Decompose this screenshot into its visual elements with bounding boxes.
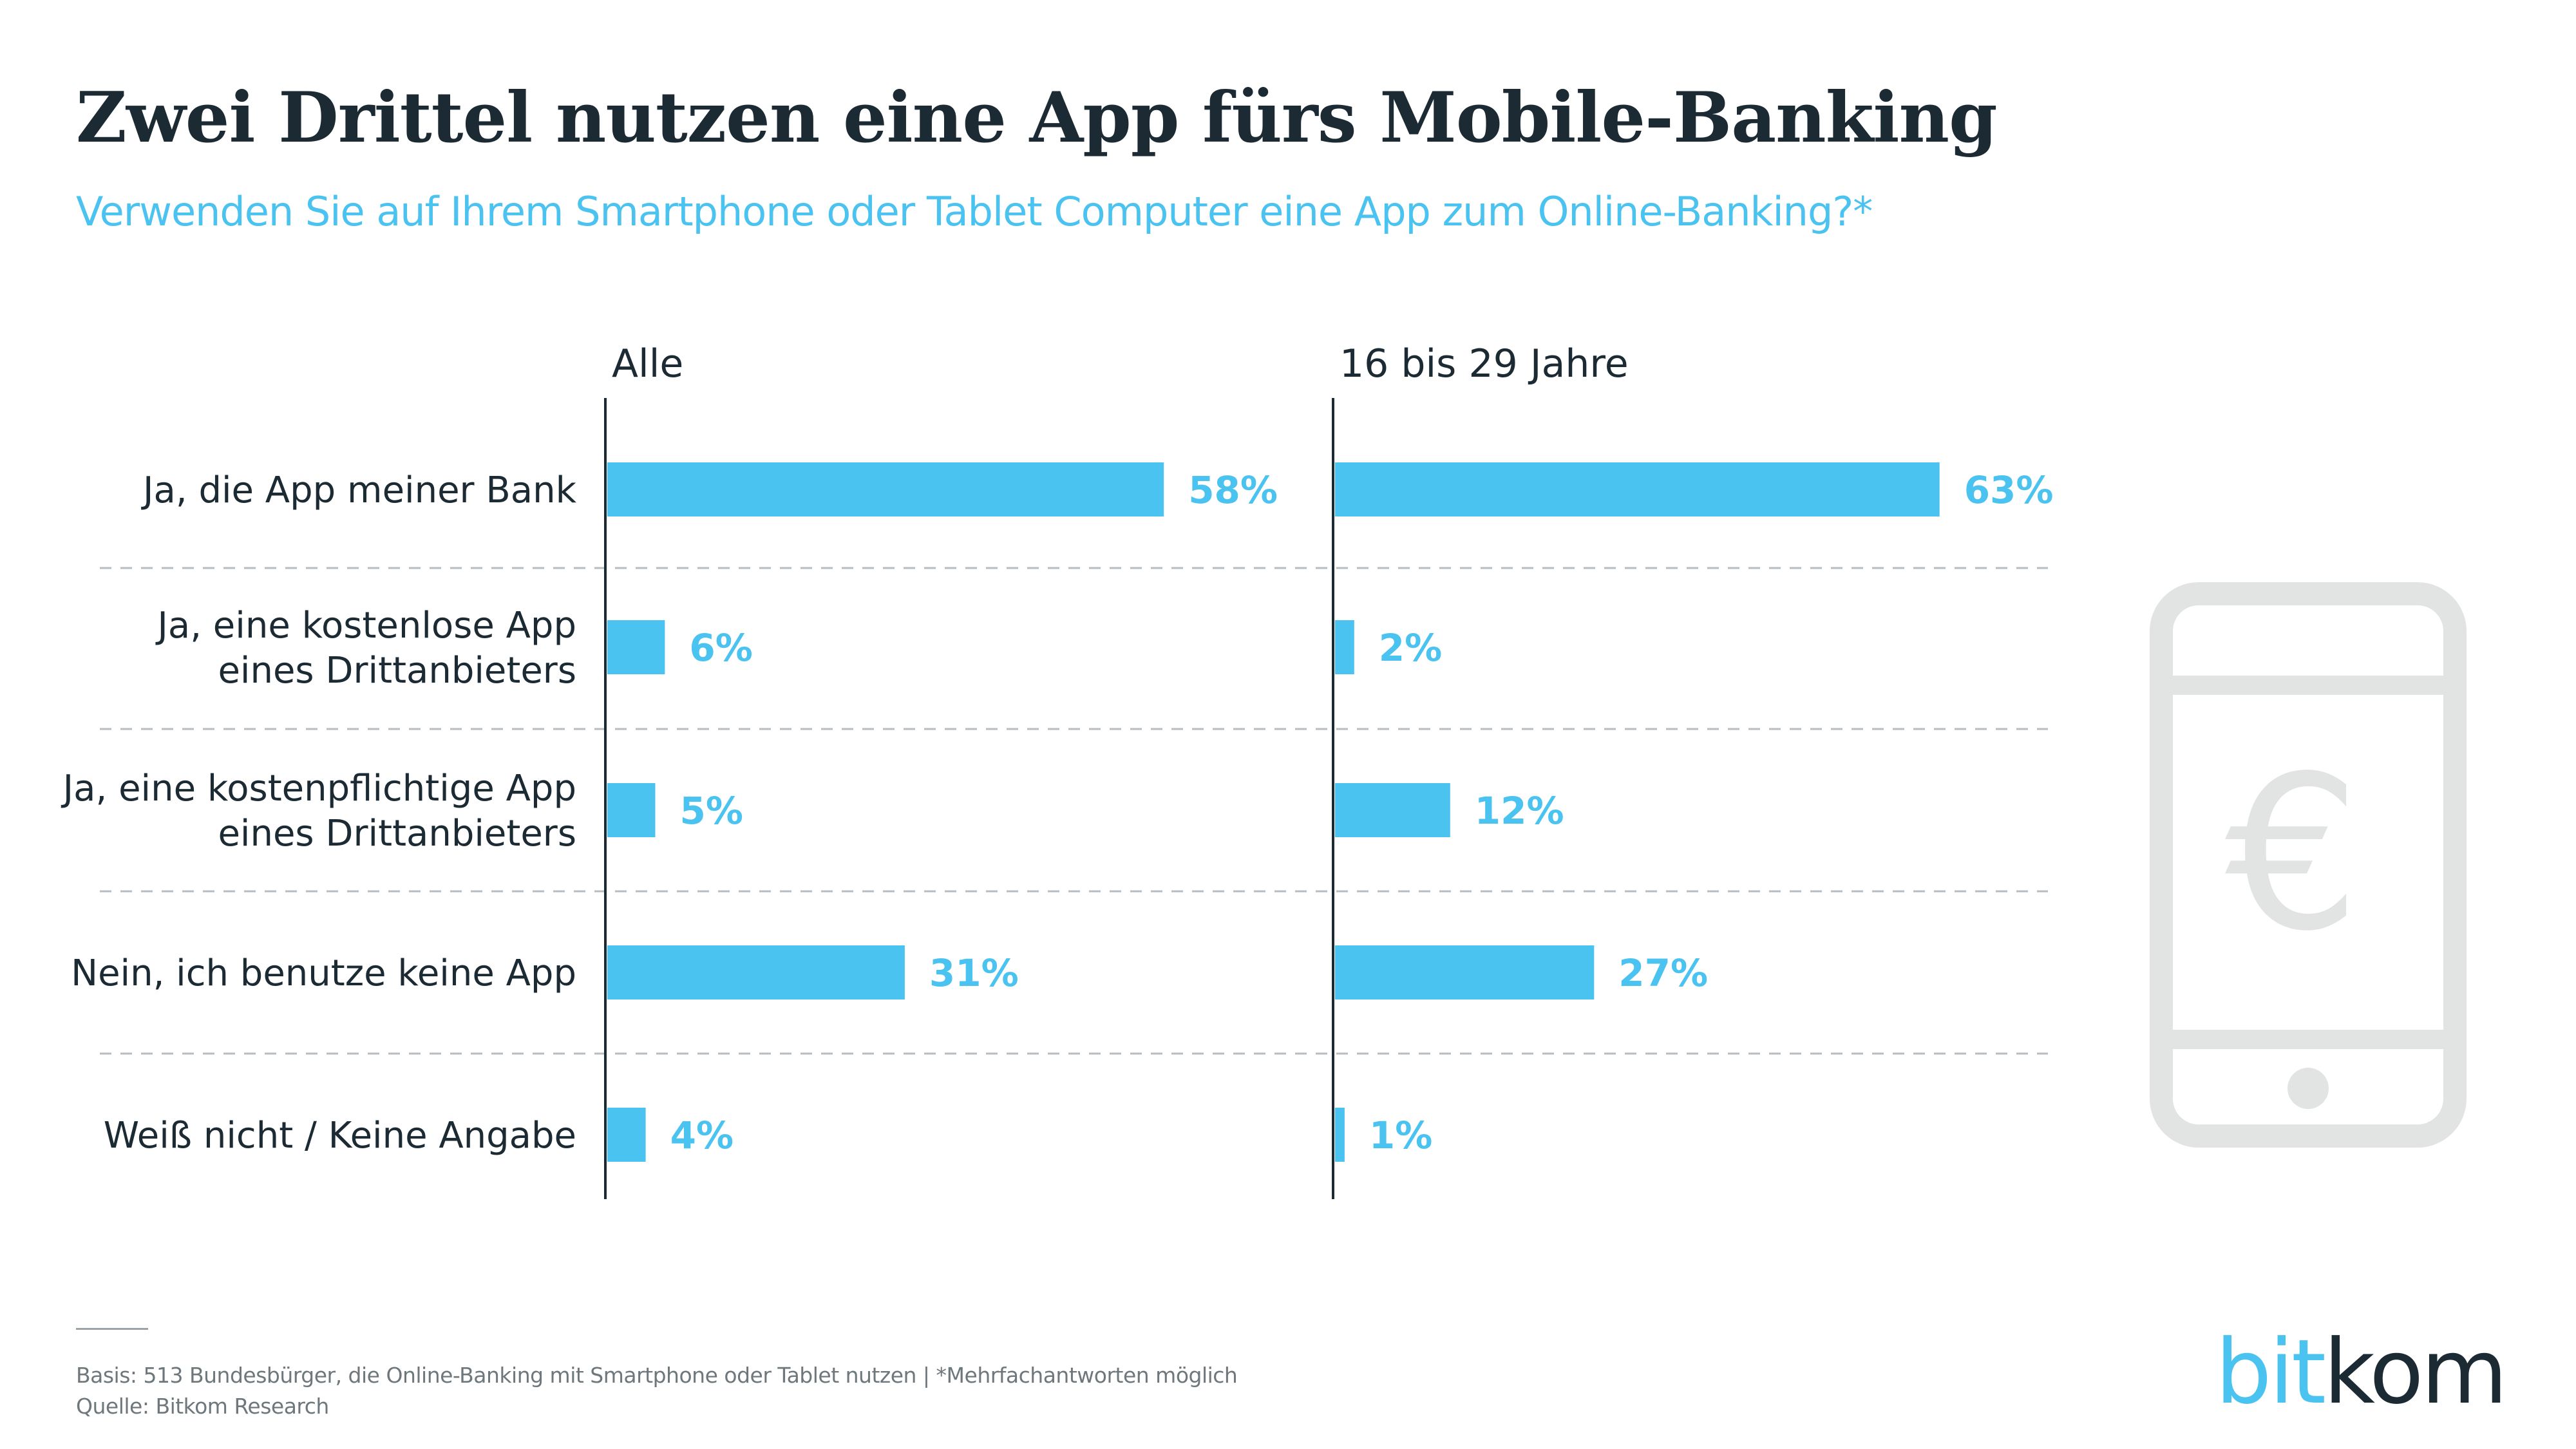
series-header-1: Alle bbox=[612, 341, 683, 386]
data-label-2-3: 12% bbox=[1475, 789, 1564, 833]
bitkom-logo: bitkom bbox=[2215, 1320, 2508, 1424]
data-label-1-3: 5% bbox=[680, 789, 743, 833]
data-label-1-2: 6% bbox=[689, 626, 752, 670]
bar-2-5 bbox=[1335, 1108, 1345, 1162]
data-label-1-4: 31% bbox=[929, 951, 1019, 995]
data-label-2-2: 2% bbox=[1379, 626, 1442, 670]
chart-title: Zwei Drittel nutzen eine App fürs Mobile… bbox=[76, 77, 1998, 158]
category-label-3-line-2: eines Drittanbieters bbox=[218, 813, 576, 855]
bar-1-2 bbox=[607, 620, 665, 674]
category-label-2-line-2: eines Drittanbieters bbox=[218, 650, 576, 692]
data-label-2-1: 63% bbox=[1964, 468, 2054, 512]
footer-basis: Basis: 513 Bundesbürger, die Online-Bank… bbox=[76, 1363, 1238, 1388]
category-label-5: Weiß nicht / Keine Angabe bbox=[104, 1115, 576, 1157]
data-label-2-4: 27% bbox=[1618, 951, 1708, 995]
data-label-1-1: 58% bbox=[1188, 468, 1278, 512]
bar-1-4 bbox=[607, 945, 905, 999]
bar-2-1 bbox=[1335, 462, 1940, 516]
category-label-4: Nein, ich benutze keine App bbox=[71, 952, 576, 994]
category-label-2-line-1: Ja, eine kostenlose App bbox=[155, 605, 576, 647]
data-label-2-5: 1% bbox=[1369, 1113, 1432, 1157]
footer-source: Quelle: Bitkom Research bbox=[76, 1394, 329, 1419]
category-label-3-line-1: Ja, eine kostenpflichtige App bbox=[61, 768, 576, 810]
logo-part-kom: kom bbox=[2324, 1320, 2508, 1424]
bar-1-1 bbox=[607, 462, 1164, 516]
series-header-2: 16 bis 29 Jahre bbox=[1340, 341, 1629, 386]
smartphone-icon bbox=[2150, 582, 2467, 1148]
home-button-icon bbox=[2287, 1068, 2329, 1109]
bar-1-3 bbox=[607, 783, 656, 837]
bar-2-3 bbox=[1335, 783, 1450, 837]
data-label-1-5: 4% bbox=[670, 1113, 734, 1157]
bar-2-2 bbox=[1335, 620, 1354, 674]
bar-1-5 bbox=[607, 1108, 646, 1162]
logo-part-bit: bit bbox=[2215, 1320, 2326, 1424]
euro-icon: € bbox=[2225, 730, 2360, 978]
category-label-1: Ja, die App meiner Bank bbox=[141, 469, 577, 511]
footer-divider bbox=[76, 1328, 148, 1330]
chart-subtitle: Verwenden Sie auf Ihrem Smartphone oder … bbox=[76, 188, 1873, 235]
footer: Basis: 513 Bundesbürger, die Online-Bank… bbox=[76, 1360, 1238, 1422]
bar-2-4 bbox=[1335, 945, 1595, 999]
